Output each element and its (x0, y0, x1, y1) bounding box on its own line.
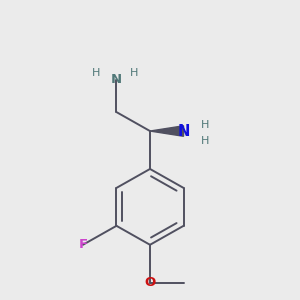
Text: N: N (111, 74, 122, 86)
Text: F: F (78, 238, 88, 251)
Polygon shape (150, 126, 184, 136)
Text: O: O (144, 276, 156, 289)
Text: N: N (177, 124, 190, 139)
Text: H: H (201, 136, 210, 146)
Text: H: H (201, 120, 210, 130)
Text: H: H (92, 68, 100, 78)
Text: H: H (130, 68, 138, 78)
